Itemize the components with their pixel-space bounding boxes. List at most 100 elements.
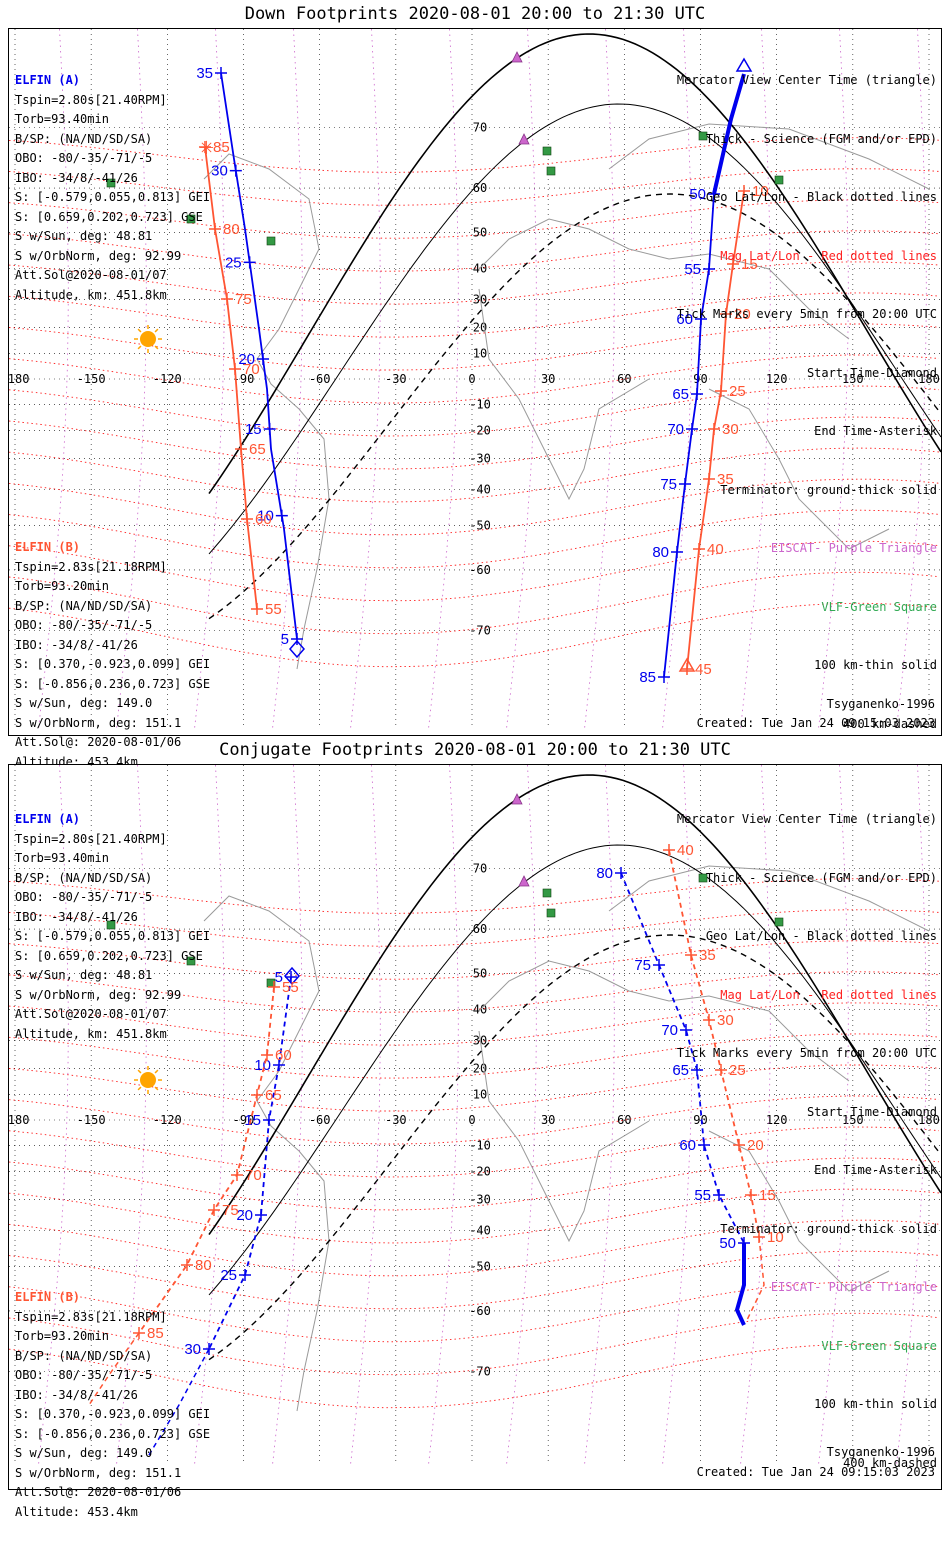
elfin-a-science-segment (734, 1243, 746, 1326)
elfin-a-west-tick-label: 20 (238, 351, 255, 368)
elfin-a-east-tick-label: 85 (639, 669, 656, 686)
legend-terminator: Terminator: ground-thick solid (720, 1221, 937, 1236)
elfin-b-info-line: Tspin=2.83s[21.18RPM] (15, 559, 167, 574)
mag-lat-line (9, 602, 940, 668)
elfin-b-west-tick-label: 60 (275, 1047, 292, 1064)
legend-start: Start Time-Diamond (806, 365, 937, 380)
map-canvas-conjugate[interactable]: -180-150-120-90-60-300306090120150180706… (9, 765, 941, 1489)
lat-label: -20 (469, 1165, 491, 1179)
mag-lat-line (9, 1157, 940, 1211)
elfin-a-info-line: S w/Sun, deg: 48.81 (15, 968, 153, 982)
coastline (478, 960, 850, 1082)
mag-lat-line (9, 261, 940, 305)
sun-ray (154, 328, 159, 333)
lat-label: -70 (469, 1365, 491, 1379)
elfin-a-info-line: S: [0.659,0.202,0.723] GSE (15, 948, 203, 963)
coastline (608, 865, 930, 932)
elfin-a-east-tick-label: 65 (672, 386, 689, 403)
lat-label: -50 (469, 1260, 491, 1274)
sun-ray (154, 1069, 159, 1074)
legend-ticks: Tick Marks every 5min from 20:00 UTC (676, 307, 937, 321)
mag-lon-line (896, 765, 927, 1466)
legend-science: Thick - Science (FGM and/or EPD) (705, 131, 937, 146)
lon-label: -120 (153, 372, 182, 386)
coastline (478, 288, 650, 501)
legend-eiscat: EISCAT- Purple Triangle (770, 1280, 937, 1294)
model-credit: Tsyganenko-1996 (826, 1445, 935, 1459)
elfin-a-info-line: IBO: -34/8/-41/26 (15, 909, 138, 924)
coastline (478, 1030, 650, 1243)
elfin-b-east-tick-label: 25 (729, 1062, 746, 1079)
vlf-square-icon (698, 873, 708, 883)
elfin-a-east-tick-label: 55 (684, 261, 701, 278)
lon-label: -120 (153, 1113, 182, 1127)
legend-400km: 400 km-dashed (843, 1455, 937, 1470)
elfin-b-east-tick-label: 25 (729, 383, 746, 400)
lon-label: -30 (385, 1113, 407, 1127)
mag-lat-line (9, 447, 940, 503)
legend-start: Start Time-Diamond (806, 1104, 937, 1119)
legend-ticks: Tick Marks every 5min from 20:00 UTC (676, 1046, 937, 1060)
lon-label: -30 (385, 372, 407, 386)
elfin-b-east-tick-label: 40 (677, 842, 694, 859)
coastline (708, 388, 890, 550)
legend-down: Mercator View Center Time (triangle) Thi… (677, 32, 937, 773)
elfin-a-info-conjugate: ELFIN (A) Tspin=2.80s[21.40RPM] Torb=93.40… (15, 771, 210, 1083)
vlf-square-icon (186, 956, 196, 966)
lat-label: -10 (469, 1138, 491, 1152)
elfin-b-info-line: S w/OrbNorm, deg: 151.1 (15, 715, 182, 730)
sun-ray (154, 1086, 159, 1091)
elfin-a-west-tick-label: 25 (220, 1267, 237, 1284)
lat-label: -30 (469, 1193, 491, 1207)
vlf-square-icon (106, 920, 116, 930)
coastline (478, 218, 850, 340)
vlf-square-icon (698, 131, 708, 141)
mag-lon-line (428, 765, 459, 1466)
sun-ray (154, 345, 159, 350)
mag-lon-line (506, 765, 537, 1466)
legend-400km: 400 km-dashed (843, 716, 937, 731)
elfin-b-info-line: S w/Sun, deg: 149.0 (15, 696, 153, 710)
vlf-square-icon (266, 236, 276, 246)
mag-lon-line (584, 765, 615, 1466)
elfin-a-west-tick-label: 15 (244, 1112, 261, 1129)
mag-lat-line (9, 1188, 940, 1244)
elfin-a-east-tick-label: 55 (694, 1187, 711, 1204)
elfin-b-east-tick-label: 35 (699, 947, 716, 964)
elfin-b-info-line: S w/Sun, deg: 149.0 (15, 1446, 153, 1460)
mag-lat-line (9, 478, 940, 536)
elfin-a-info-down: ELFIN (A) Tspin=2.80s[21.40RPM] Torb=93.40… (15, 32, 210, 344)
elfin-b-east-tick-label: 40 (707, 541, 724, 558)
lat-label: -10 (469, 397, 491, 411)
lat-label: 60 (473, 181, 487, 195)
elfin-a-info-line: S: [-0.579,0.055,0.813] GEI (15, 190, 211, 204)
elfin-a-east-tick-label: 80 (652, 544, 669, 561)
elfin-a-header: ELFIN (A) (15, 812, 81, 826)
elfin-b-end-asterisk-icon: ✳ (199, 138, 214, 159)
legend-vlf: VLF-Green Square (821, 599, 937, 614)
elfin-a-west-tick-label: 10 (257, 508, 274, 525)
elfin-b-east-tick-label: 15 (741, 256, 758, 273)
mag-lat-line (9, 1250, 940, 1310)
elfin-a-west-tick-label: 30 (211, 163, 228, 180)
elfin-b-info-line: B/SP: (NA/ND/SD/SA) (15, 598, 153, 613)
lat-label: -60 (469, 1304, 491, 1318)
elfin-b-west-tick-label: 80 (223, 221, 240, 238)
mag-lon-line (818, 765, 849, 1466)
lat-label: 50 (473, 225, 487, 239)
legend-conjugate: Mercator View Center Time (triangle) Thi… (677, 771, 937, 1512)
elfin-a-east-tick-label: 60 (679, 1137, 696, 1154)
elfin-a-west-tick-label: 35 (196, 65, 213, 82)
elfin-b-east-tick-label: 20 (747, 1137, 764, 1154)
lat-label: 10 (473, 1088, 487, 1102)
eiscat-triangle-icon (511, 51, 523, 63)
legend-terminator: Terminator: ground-thick solid (720, 482, 937, 497)
elfin-b-east-track (686, 190, 745, 670)
map-canvas-down[interactable]: -180-150-120-90-60-300306090120150180706… (9, 29, 941, 735)
eiscat-triangle-icon (511, 793, 523, 805)
legend-end: End Time-Asterisk (814, 424, 937, 438)
vlf-square-icon (542, 888, 552, 898)
terminator-100km (208, 103, 941, 555)
elfin-b-east-tick-label: 30 (722, 421, 739, 438)
elfin-a-science-segment (712, 73, 746, 195)
